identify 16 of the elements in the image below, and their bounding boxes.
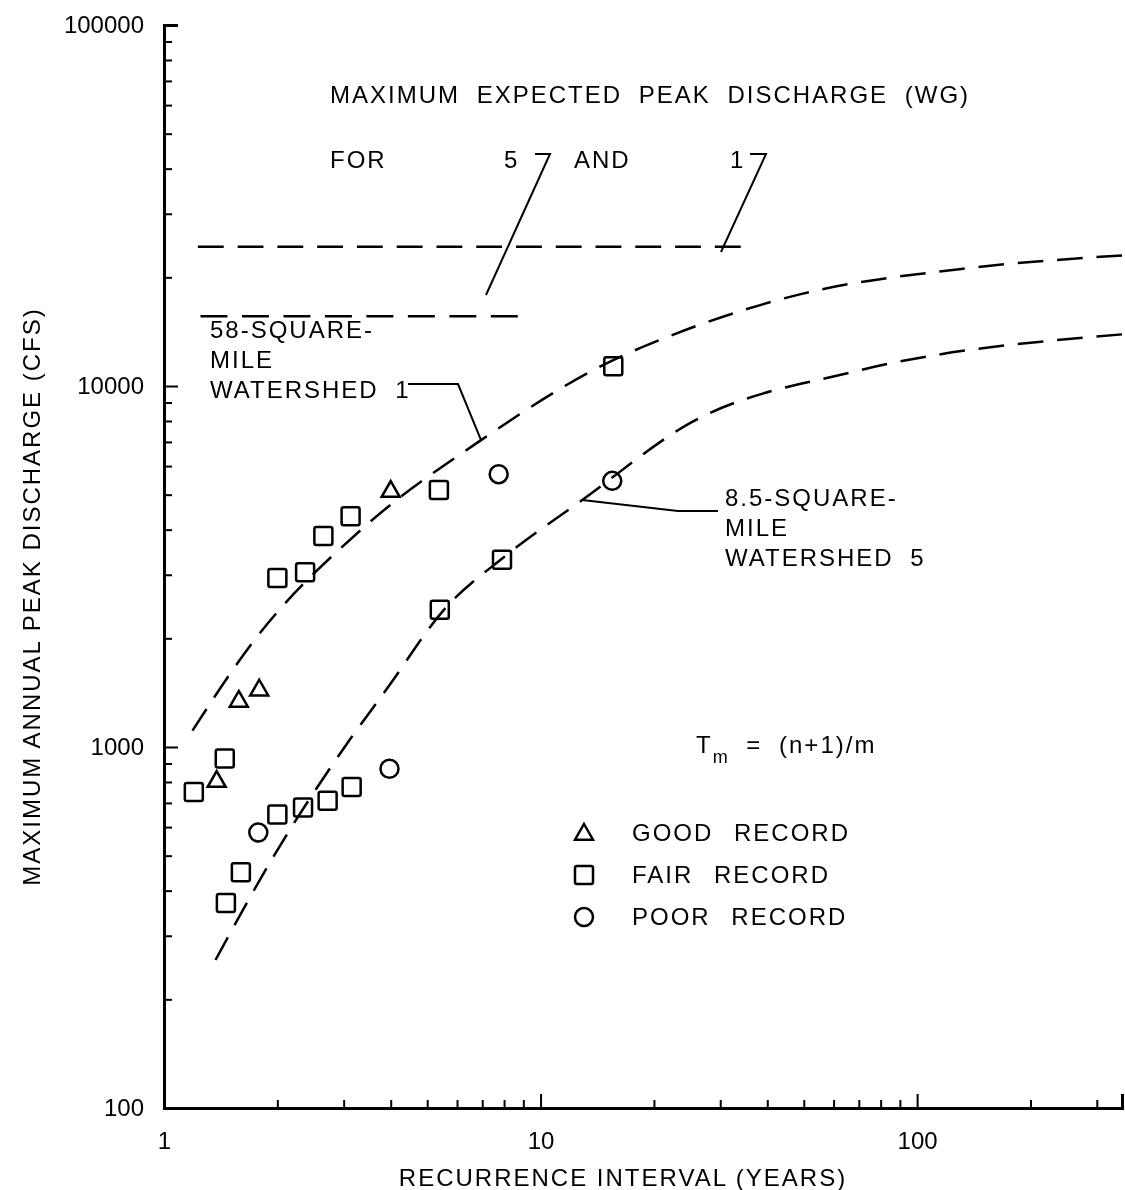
- y-tick-label: 10000: [77, 372, 144, 400]
- annotation: 8.5-SQUARE- MILE WATERSHED 5: [725, 484, 926, 571]
- y-tick-label: 100000: [63, 11, 144, 39]
- y-axis-title: MAXIMUM ANNUAL PEAK DISCHARGE (CFS): [18, 307, 45, 886]
- annotation: MAXIMUM EXPECTED PEAK DISCHARGE (WG): [330, 81, 971, 108]
- y-tick-label: 1000: [90, 733, 144, 761]
- legend-label: GOOD RECORD: [632, 819, 851, 847]
- annotation: T$_{m}$ = (n+1)/m: [696, 731, 877, 767]
- legend-label: POOR RECORD: [632, 903, 848, 931]
- x-tick-label: 10: [527, 1127, 555, 1155]
- legend-label: FAIR RECORD: [632, 861, 831, 889]
- annotation: 58-SQUARE- MILE WATERSHED 1: [210, 316, 411, 403]
- text: FOR 5 AND 1: [330, 146, 746, 173]
- x-tick-label: 100: [897, 1127, 938, 1155]
- y-tick-label: 100: [103, 1094, 144, 1122]
- x-tick-label: 1: [157, 1127, 172, 1155]
